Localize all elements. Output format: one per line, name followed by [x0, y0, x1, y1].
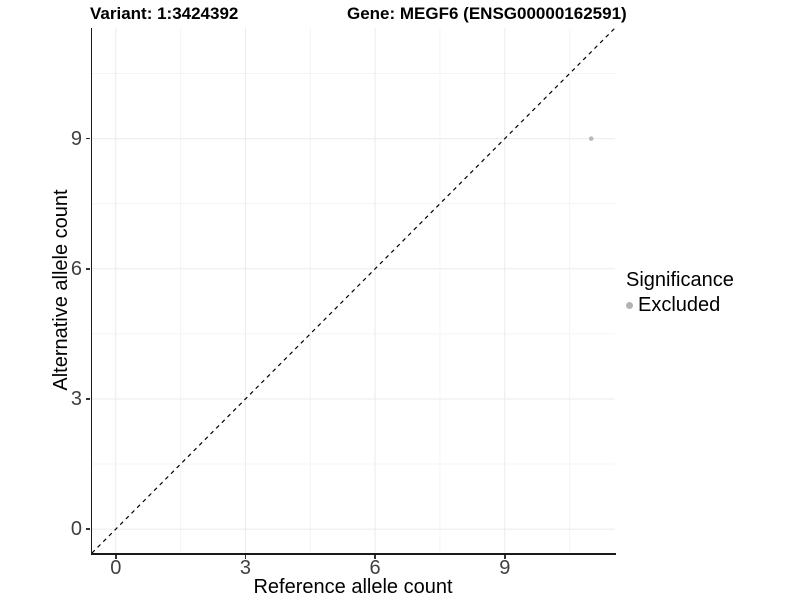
data-point	[588, 136, 594, 141]
y-axis-line	[90, 28, 92, 554]
y-tick-mark	[85, 268, 90, 270]
legend: Significance Excluded	[626, 268, 796, 317]
x-axis-title: Reference allele count	[253, 576, 453, 598]
x-tick-label: 9	[499, 557, 511, 579]
y-tick-label: 3	[70, 387, 82, 410]
plot-panel	[92, 28, 615, 553]
y-axis-title: Alternative allele count	[50, 189, 72, 391]
x-tick-mark	[374, 554, 376, 559]
legend-item-label: Excluded	[638, 294, 721, 316]
y-tick-mark	[85, 528, 90, 530]
legend-title: Significance	[626, 269, 734, 291]
identity-line	[92, 28, 615, 553]
x-tick-label: 6	[369, 557, 381, 579]
x-tick-mark	[504, 554, 506, 559]
plot-title-gene: Gene: MEGF6 (ENSG00000162591)	[347, 4, 627, 23]
y-tick-mark	[85, 398, 90, 400]
plot-canvas	[92, 28, 615, 553]
y-tick-label: 0	[70, 518, 82, 541]
x-tick-mark	[244, 554, 247, 559]
y-tick-mark	[85, 137, 90, 140]
legend-item-excluded: Excluded	[626, 293, 796, 317]
plot-title-variant: Variant: 1:3424392	[90, 4, 239, 23]
x-tick-label: 0	[110, 557, 122, 579]
x-axis-line	[90, 553, 616, 555]
x-tick-mark	[115, 554, 117, 559]
y-tick-label: 9	[70, 127, 82, 150]
x-tick-label: 3	[239, 557, 251, 579]
legend-point-swatch-icon	[626, 301, 633, 309]
y-tick-label: 6	[70, 257, 82, 280]
